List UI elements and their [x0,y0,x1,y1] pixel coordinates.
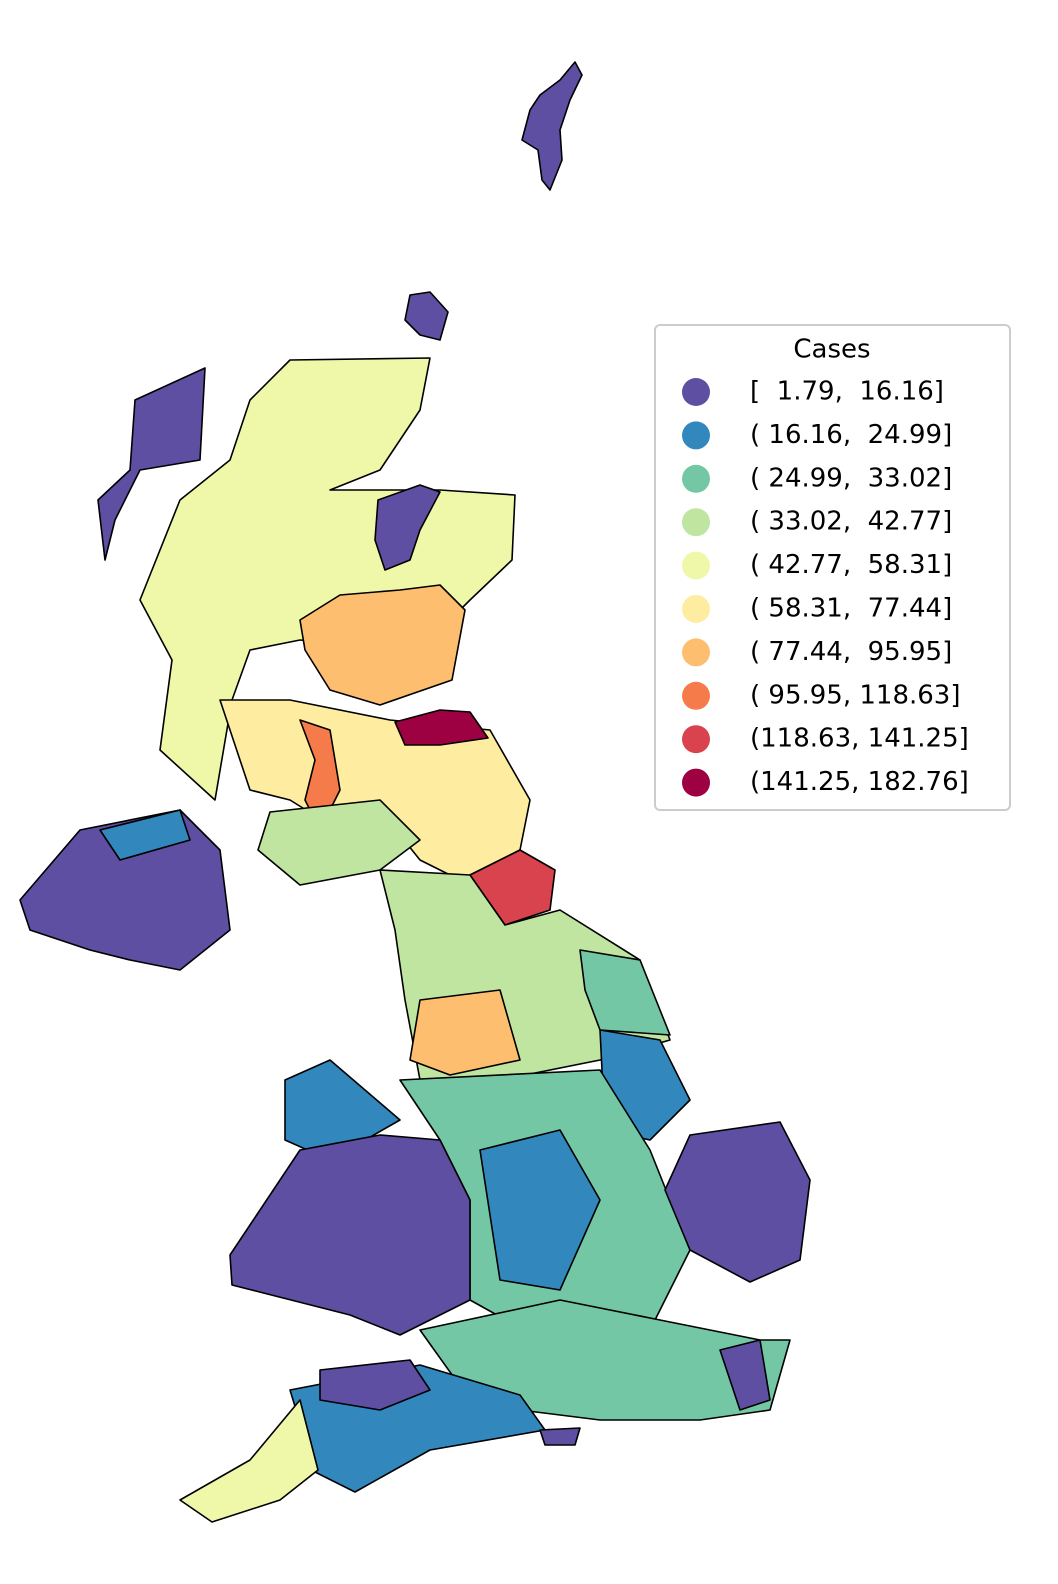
region [479,1129,601,1291]
region [719,1339,771,1411]
region [409,989,521,1076]
region [539,1427,581,1446]
legend-marker [682,464,710,493]
legend-marker [682,595,710,623]
region [404,291,449,341]
legend-marker [682,508,710,537]
region [394,709,489,746]
region [97,367,206,561]
legend-marker [682,638,710,667]
region [139,357,516,801]
uk-map [19,61,811,1523]
legend-label: [ 1.79, 16.16] [750,377,944,407]
legend-label: ( 42.77, 58.31] [750,550,952,580]
legend-marker [682,681,710,710]
region [579,949,671,1036]
legend-title: Cases [793,335,870,365]
legend-label: ( 16.16, 24.99] [750,420,952,450]
legend-marker [682,768,710,797]
legend-label: (118.63, 141.25] [750,724,969,754]
region [19,809,231,971]
legend-label: ( 33.02, 42.77] [750,507,952,537]
legend-items: [ 1.79, 16.16] ( 16.16, 24.99] ( 24.99, 33… [682,377,969,797]
region [229,1134,471,1336]
legend-marker [682,725,710,754]
region [179,1399,319,1523]
legend-label: ( 95.95, 118.63] [750,680,961,710]
legend-marker [682,421,710,450]
legend-marker [682,378,710,406]
region [99,809,191,861]
legend-label: (141.25, 182.76] [750,767,969,797]
region [319,1359,431,1411]
region [299,584,466,706]
legend-box [654,324,1011,811]
legend-label: ( 77.44, 95.95] [750,637,952,667]
region [521,61,583,191]
legend-marker [682,551,710,580]
legend-label: ( 58.31, 77.44] [750,594,952,624]
legend-label: ( 24.99, 33.02] [750,463,952,493]
region [664,1121,811,1283]
region [374,484,441,571]
